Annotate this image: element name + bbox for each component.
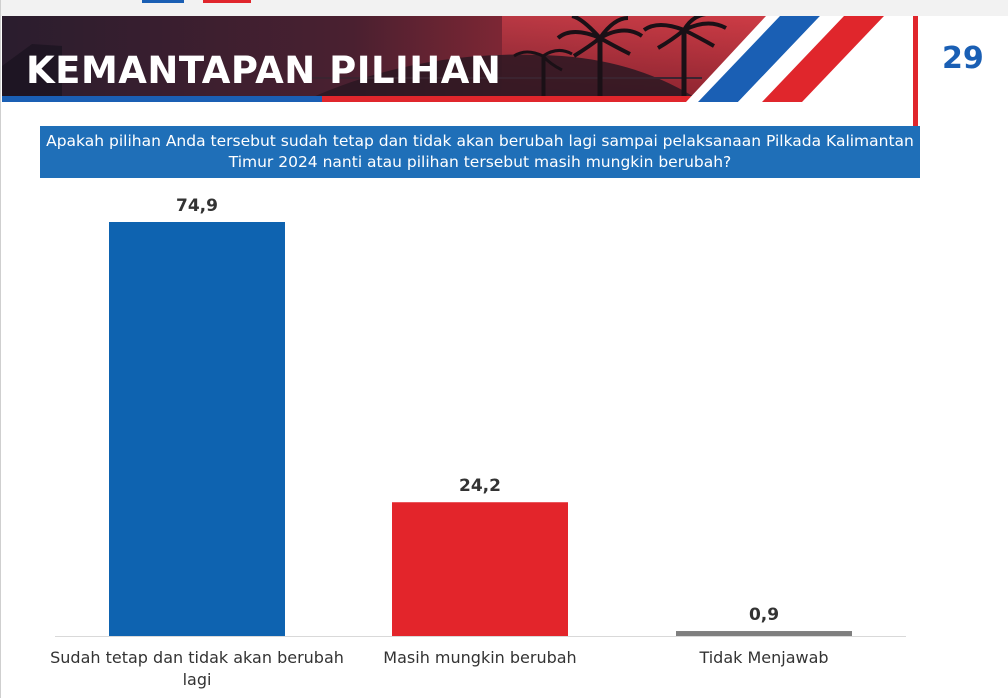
bar-1: [109, 222, 285, 636]
top-accent-blue: [142, 0, 184, 3]
top-accent-red: [203, 0, 251, 3]
data-label-1: 74,9: [176, 196, 218, 216]
page-left-border: [0, 0, 1, 698]
category-label-2: Masih mungkin berubah: [383, 648, 577, 667]
banner-graphic: [2, 16, 914, 102]
category-label-1: Sudah tetap dan tidak akan berubah lagi: [50, 648, 344, 689]
category-label-3: Tidak Menjawab: [699, 648, 829, 667]
data-label-2: 24,2: [459, 476, 501, 496]
page-title: KEMANTAPAN PILIHAN: [26, 49, 502, 92]
bar-3: [676, 631, 852, 636]
top-strip: [0, 0, 1008, 16]
title-banner: KEMANTAPAN PILIHAN: [2, 16, 914, 102]
header-divider: [913, 16, 918, 126]
question-text: Apakah pilihan Anda tersebut sudah tetap…: [46, 132, 914, 171]
bar-2: [392, 502, 568, 636]
page-number: 29: [942, 41, 984, 76]
data-label-3: 0,9: [749, 605, 779, 625]
question-box: Apakah pilihan Anda tersebut sudah tetap…: [40, 126, 920, 178]
